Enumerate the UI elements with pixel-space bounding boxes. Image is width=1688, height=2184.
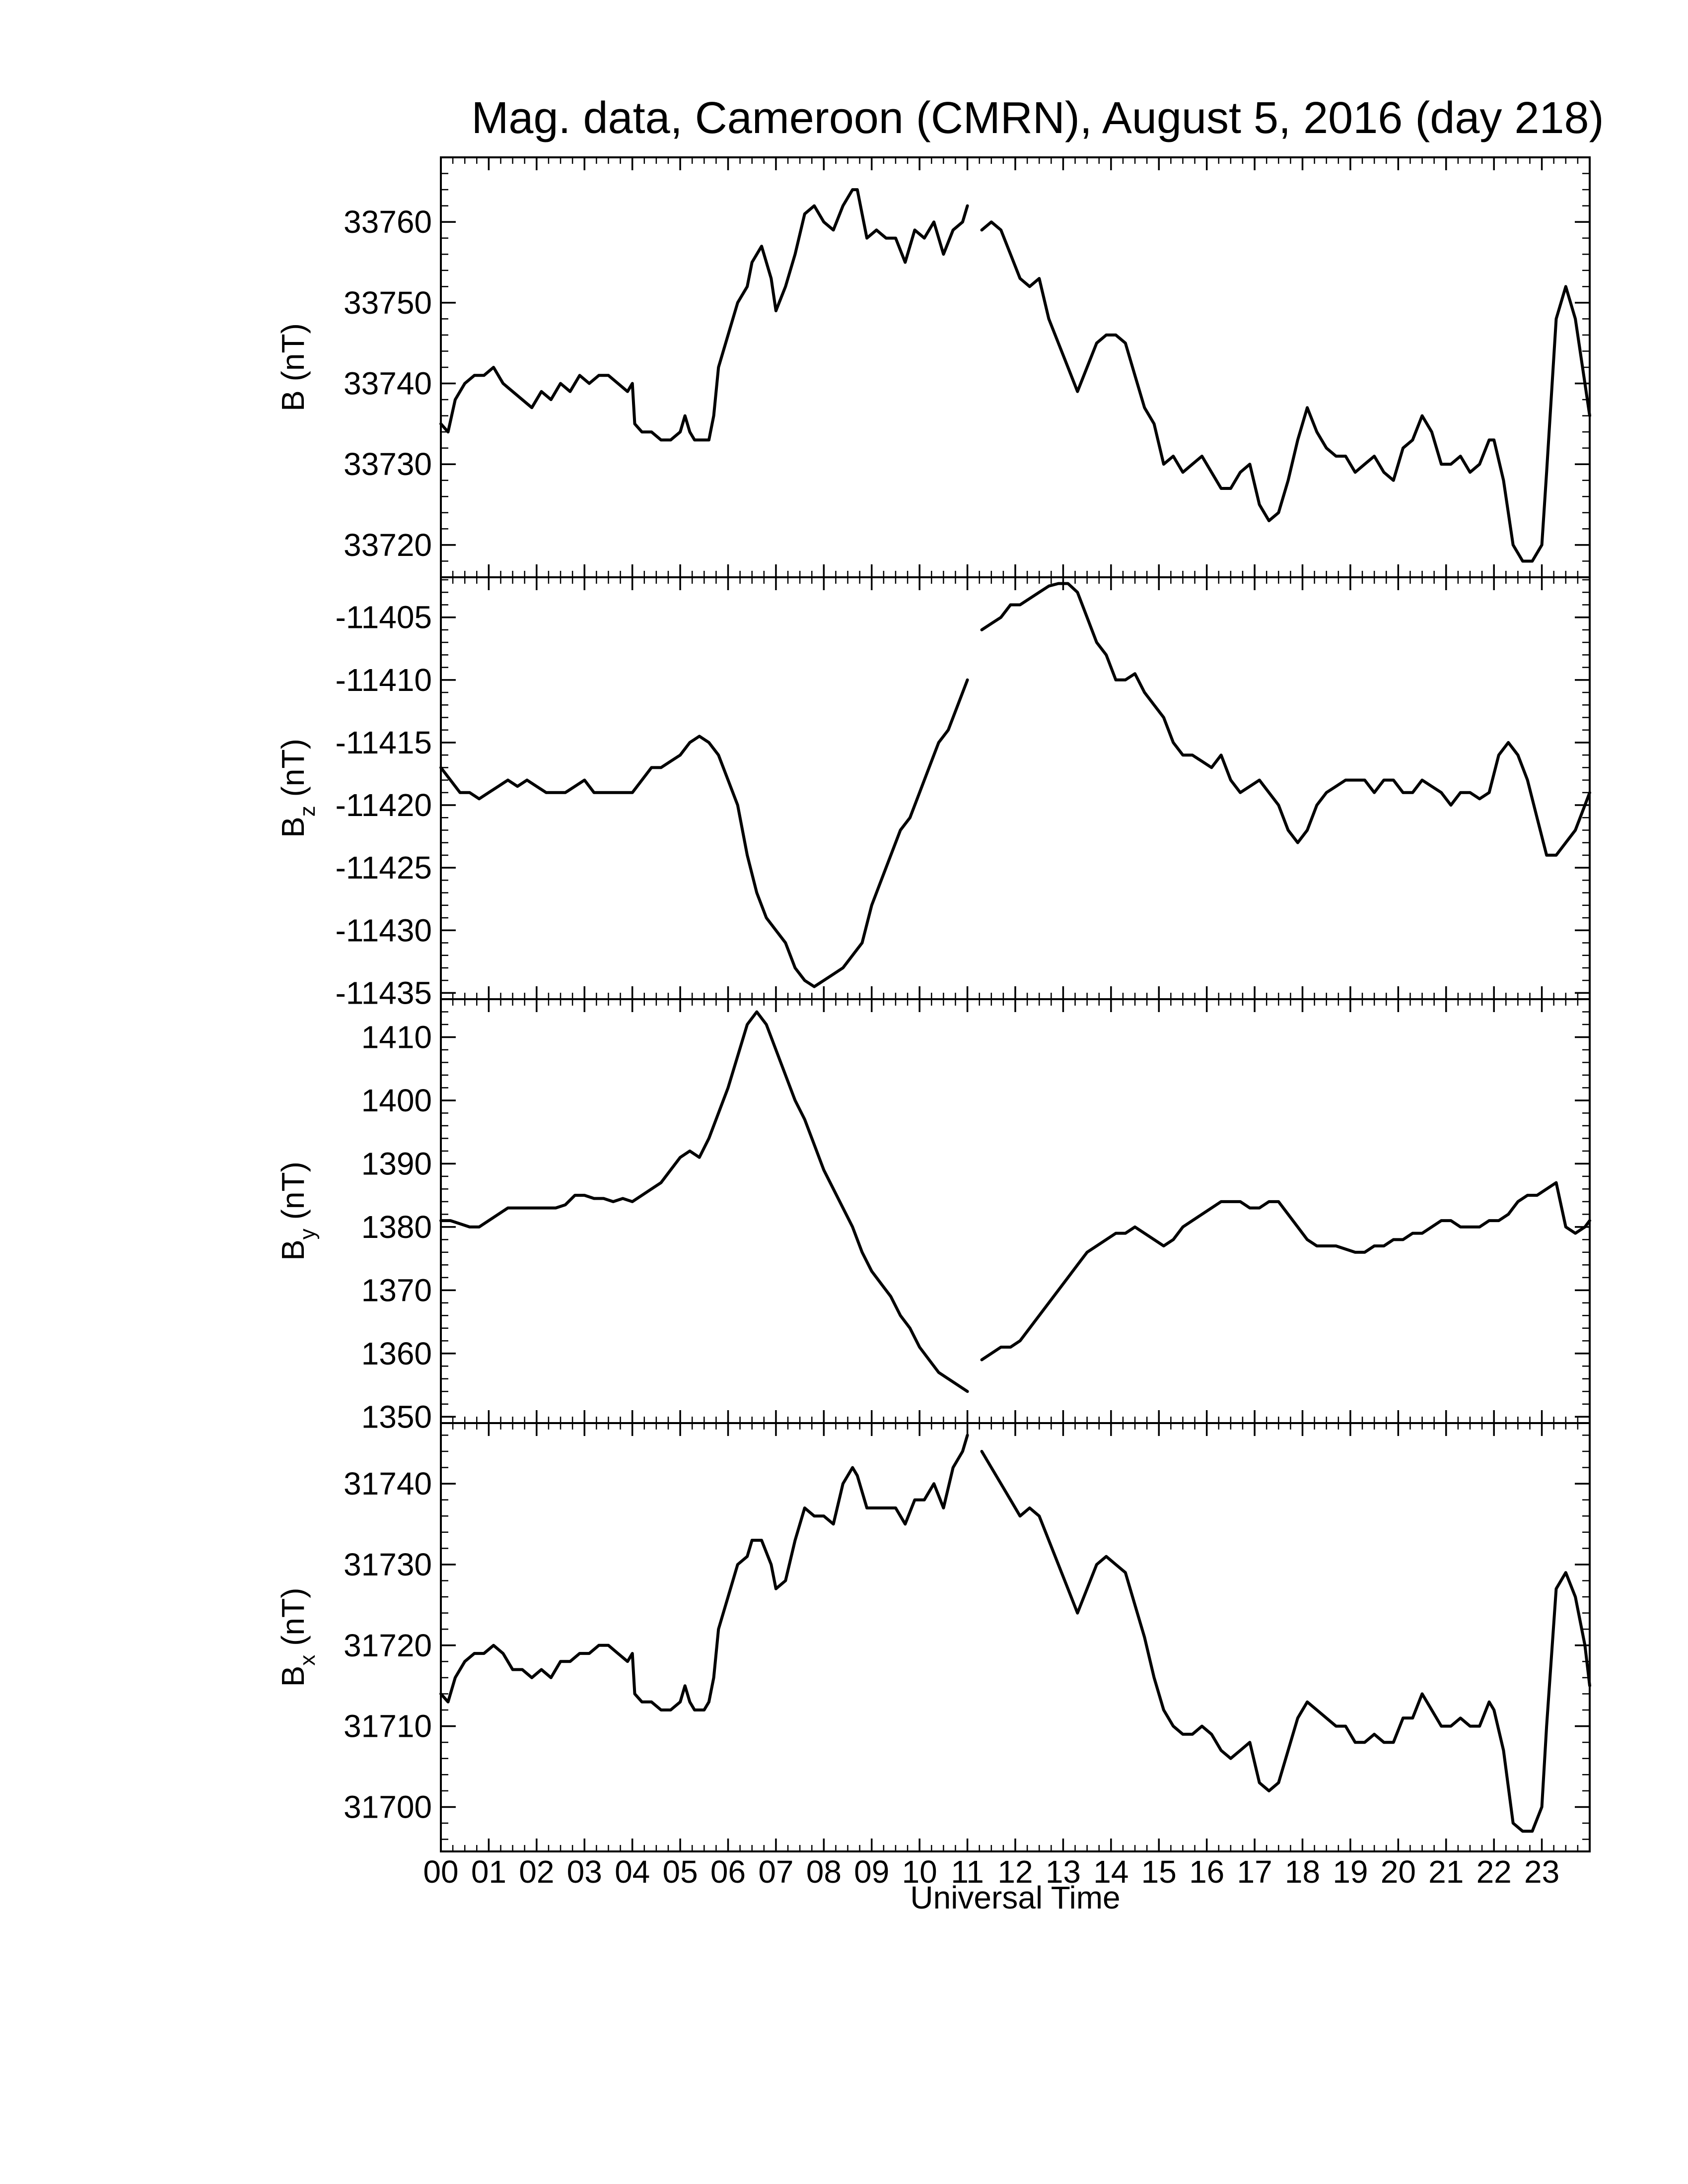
x-tick-label: 09 (854, 1854, 889, 1890)
y-tick-label: 1410 (361, 1019, 432, 1055)
series-1-segment-1 (439, 188, 969, 442)
y-tick-label: -11425 (335, 850, 432, 886)
panel-frame (440, 1422, 1591, 1852)
y-label-unit: (nT) (275, 739, 311, 806)
y-tick-label: 33740 (344, 366, 432, 402)
x-tick-label: 02 (519, 1854, 554, 1890)
y-axis-label: Bx (nT) (275, 1588, 320, 1687)
y-label-main: B (275, 1666, 311, 1687)
y-tick-label: 1370 (361, 1272, 432, 1308)
y-axis-label: By (nT) (275, 1161, 320, 1261)
y-tick-label: 1390 (361, 1146, 432, 1181)
y-tick-label: 31720 (344, 1628, 432, 1663)
x-tick-label: 06 (710, 1854, 746, 1890)
x-tick-label: 13 (1046, 1854, 1081, 1890)
series-2-segment-2 (980, 582, 1591, 857)
y-label-subscript: x (295, 1655, 320, 1666)
y-tick-label: 33760 (344, 204, 432, 240)
y-label-unit: (nT) (275, 323, 311, 390)
panel-frame (440, 998, 1591, 1424)
y-axis-label: B (nT) (275, 323, 311, 411)
y-tick-label: 31740 (344, 1466, 432, 1502)
x-axis: 00 01 02 03 04 05 06 07 08 09 10 11 12 13 14 15 16 17 18 19… (423, 1854, 1559, 1890)
x-tick-label: 18 (1285, 1854, 1320, 1890)
x-tick-label: 12 (997, 1854, 1033, 1890)
x-tick-label: 14 (1093, 1854, 1128, 1890)
x-tick-label: 10 (902, 1854, 937, 1890)
y-tick-label: 1380 (361, 1209, 432, 1245)
y-axis-label: Bz (nT) (275, 739, 320, 838)
y-tick-label: 1400 (361, 1083, 432, 1118)
y-tick-label: 33720 (344, 527, 432, 563)
x-tick-label: 17 (1237, 1854, 1272, 1890)
y-tick-label: -11410 (335, 662, 432, 698)
y-label-main: B (275, 817, 311, 838)
y-tick-label: 1350 (361, 1399, 432, 1434)
y-label-main: B (275, 390, 311, 411)
series-4-segment-1 (439, 1433, 969, 1711)
x-tick-label: 16 (1189, 1854, 1224, 1890)
y-tick-label: 33730 (344, 446, 432, 482)
x-tick-label: 23 (1524, 1854, 1559, 1890)
x-tick-label: 15 (1141, 1854, 1177, 1890)
panel-1: 33720 33730 33740 33750 33760 B (nT) (275, 156, 1591, 578)
y-tick-label: 31730 (344, 1547, 432, 1582)
series-3-segment-1 (439, 1010, 969, 1393)
y-tick-label: 31710 (344, 1708, 432, 1744)
series-3-segment-2 (980, 1181, 1591, 1362)
panel-4: 31700 31710 31720 31730 31740 Bx (nT) (275, 1422, 1591, 1852)
y-tick-label: -11405 (335, 600, 432, 635)
y-tick-label: 1360 (361, 1336, 432, 1371)
x-tick-label: 01 (471, 1854, 506, 1890)
x-axis-label: Universal Time (910, 1880, 1120, 1915)
y-tick-label: -11420 (335, 787, 432, 823)
x-tick-label: 00 (423, 1854, 458, 1890)
y-label-subscript: z (295, 806, 320, 817)
y-label-main: B (275, 1239, 311, 1261)
x-tick-label: 20 (1381, 1854, 1416, 1890)
y-label-subscript: y (295, 1228, 320, 1239)
series-1-segment-2 (980, 220, 1591, 563)
y-tick-label: -11430 (335, 912, 432, 948)
y-tick-label: -11415 (335, 725, 432, 760)
x-tick-label: 04 (615, 1854, 650, 1890)
series-2-segment-1 (439, 678, 969, 988)
x-tick-label: 11 (951, 1854, 984, 1890)
x-tick-label: 21 (1428, 1854, 1464, 1890)
x-tick-label: 05 (662, 1854, 698, 1890)
y-tick-label: 33750 (344, 285, 432, 321)
series-4-segment-2 (980, 1450, 1591, 1833)
x-tick-label: 07 (758, 1854, 793, 1890)
panel-frame (440, 156, 1591, 578)
x-tick-label: 08 (806, 1854, 842, 1890)
y-tick-label: 31700 (344, 1789, 432, 1825)
x-tick-label: 03 (567, 1854, 602, 1890)
x-tick-label: 22 (1477, 1854, 1512, 1890)
panel-3: 1350 1360 1370 1380 1390 1400 1410 By (nT) (275, 998, 1591, 1434)
y-label-unit: (nT) (275, 1161, 311, 1228)
panel-2: -11405 -11410 -11415 -11420 -11425 -11430 -114… (275, 576, 1591, 1011)
y-tick-label: -11435 (335, 975, 432, 1011)
y-label-unit: (nT) (275, 1588, 311, 1655)
x-tick-label: 19 (1333, 1854, 1368, 1890)
chart-title: Mag. data, Cameroon (CMRN), August 5, 20… (471, 93, 1604, 143)
